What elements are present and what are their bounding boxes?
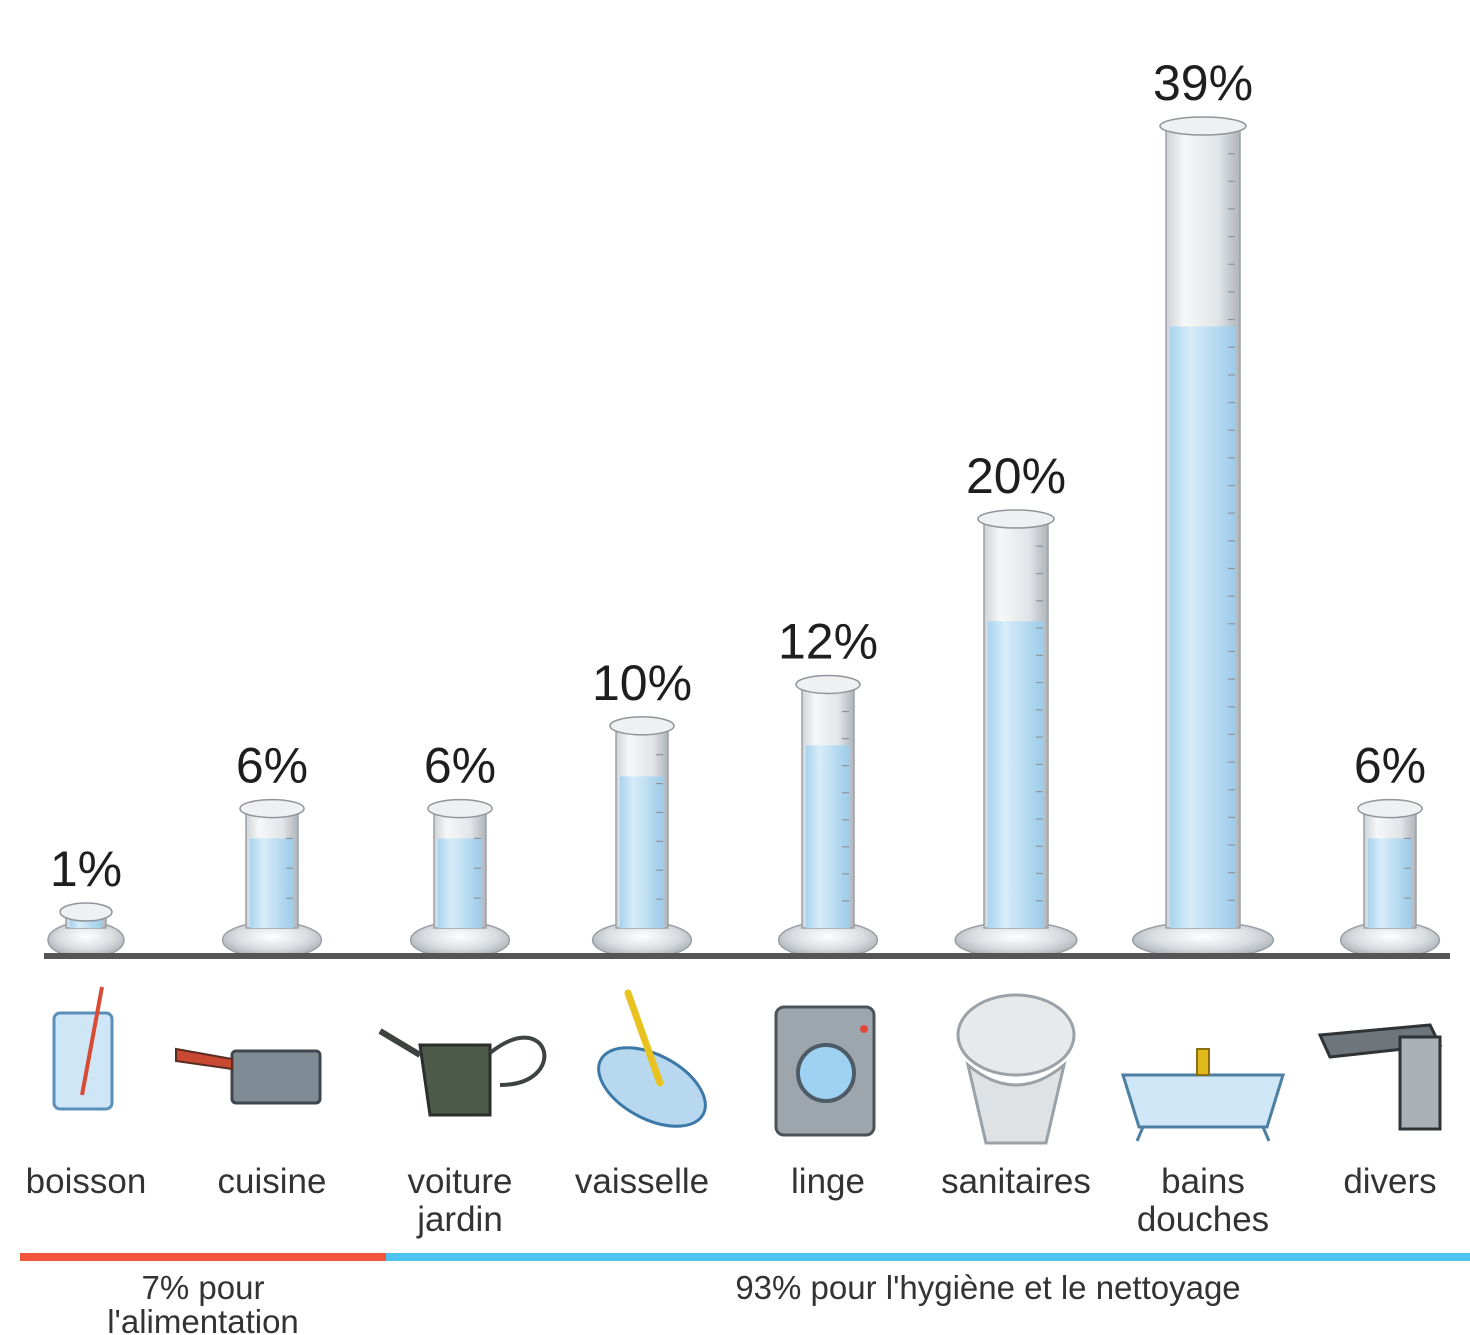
value-label-linge: 12% xyxy=(778,613,878,669)
value-label-vaisselle: 10% xyxy=(592,655,692,711)
toilet-icon xyxy=(956,993,1076,1145)
cylinder-rim xyxy=(1357,798,1423,819)
cylinder-rim xyxy=(59,902,113,922)
group-label-hygiene: 93% pour l'hygiène et le nettoyage xyxy=(735,1269,1240,1306)
cylinder-rim xyxy=(239,798,305,819)
saucepan-icon xyxy=(175,1047,322,1105)
group-label-alimentation: l'alimentation xyxy=(107,1303,299,1335)
value-label-cuisine: 6% xyxy=(236,738,308,794)
cylinder-water xyxy=(438,838,482,928)
cylinder-rim xyxy=(977,509,1055,529)
category-label-sanitaires: sanitaires xyxy=(941,1162,1091,1201)
category-label-cuisine: cuisine xyxy=(218,1162,327,1201)
category-label-vaisselle: vaisselle xyxy=(575,1162,709,1201)
cylinder-rim xyxy=(1159,116,1247,136)
cylinder-rim xyxy=(609,716,675,736)
cylinder-vaisselle xyxy=(591,716,693,959)
cylinder-water xyxy=(806,745,850,928)
cylinder-boisson xyxy=(47,902,125,959)
category-label-divers: divers xyxy=(1343,1162,1436,1201)
cylinder-water xyxy=(1170,326,1236,928)
value-label-voiture-jardin: 6% xyxy=(424,738,496,794)
cylinder-rim xyxy=(427,798,493,819)
washing-machine-icon xyxy=(774,1005,876,1137)
category-label-bains-douches: douches xyxy=(1137,1200,1269,1239)
group-bar-hygiene xyxy=(386,1253,1470,1261)
cylinder-rim xyxy=(795,674,861,695)
value-label-boisson: 1% xyxy=(50,841,122,897)
cylinder-voiture-jardin xyxy=(409,798,511,959)
category-label-boisson: boisson xyxy=(26,1162,147,1201)
category-label-voiture-jardin: jardin xyxy=(416,1200,503,1239)
cylinder-divers xyxy=(1339,798,1441,959)
glass-icon xyxy=(52,986,114,1111)
category-label-linge: linge xyxy=(791,1162,865,1201)
value-label-bains-douches: 39% xyxy=(1153,55,1253,111)
faucet-icon xyxy=(1317,1023,1443,1131)
cylinder-linge xyxy=(777,674,879,959)
plate-icon xyxy=(597,989,707,1128)
value-label-divers: 6% xyxy=(1354,738,1426,794)
cylinder-sanitaires xyxy=(954,509,1078,959)
value-label-sanitaires: 20% xyxy=(966,448,1066,504)
watering-can-icon xyxy=(378,1028,547,1117)
cylinder-cuisine xyxy=(221,798,323,959)
category-label-voiture-jardin: voiture xyxy=(407,1162,512,1201)
group-bar-alimentation xyxy=(20,1253,386,1261)
cylinder-water xyxy=(620,776,664,928)
cylinder-water xyxy=(988,621,1044,928)
category-label-bains-douches: bains xyxy=(1161,1162,1245,1201)
cylinder-water xyxy=(250,838,294,928)
bathtub-icon xyxy=(1120,1048,1286,1142)
cylinder-water xyxy=(1368,838,1412,928)
cylinder-bains-douches xyxy=(1131,116,1275,959)
group-label-alimentation: 7% pour xyxy=(142,1269,265,1306)
